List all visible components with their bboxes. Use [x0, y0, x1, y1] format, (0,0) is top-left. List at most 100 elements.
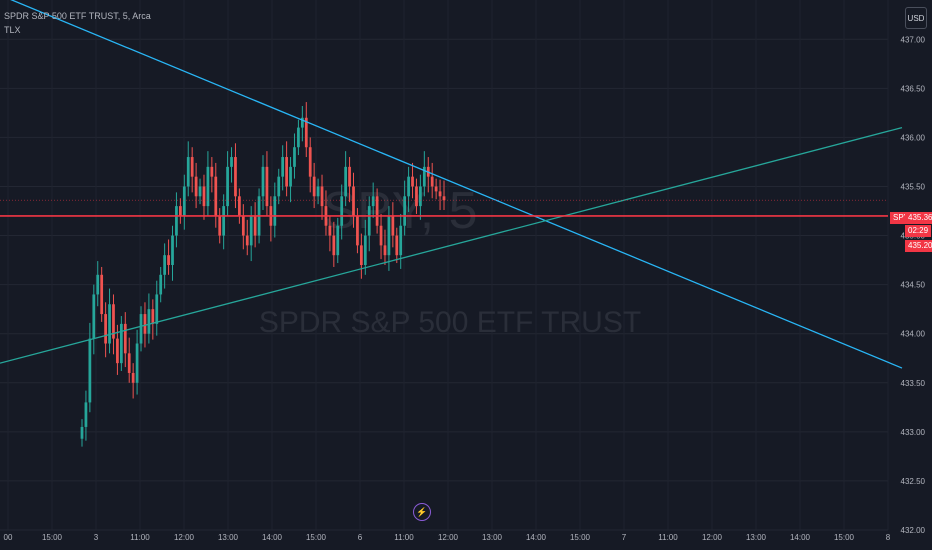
x-tick-label: 8	[886, 533, 891, 542]
candle-body	[356, 215, 359, 246]
candle-body	[253, 215, 257, 236]
candle-body	[198, 186, 202, 197]
price-axis: 437.00436.50436.00435.50435.00434.50434.…	[901, 35, 926, 535]
candle-body	[430, 176, 434, 187]
candle-body	[238, 196, 241, 216]
y-tick-label: 433.50	[901, 379, 926, 388]
symbol-title[interactable]: SPDR S&P 500 ETF TRUST, 5, Arca	[4, 11, 151, 21]
candle-body	[411, 176, 414, 187]
candle-body	[230, 157, 233, 167]
candle-body	[367, 206, 371, 236]
candle-body	[363, 235, 367, 265]
candle-body	[419, 186, 422, 207]
candle-body	[202, 186, 206, 207]
y-tick-label: 432.00	[901, 526, 926, 535]
candle-body	[167, 255, 170, 265]
candle-body	[340, 196, 344, 226]
x-tick-label: 14:00	[790, 533, 811, 542]
candle-body	[371, 196, 375, 207]
candle-body	[104, 314, 107, 344]
candle-body	[407, 176, 410, 197]
candle-body	[422, 166, 426, 187]
y-tick-label: 434.50	[901, 281, 926, 290]
x-tick-label: 11:00	[658, 533, 678, 542]
chart-grid	[0, 38, 888, 531]
candle-body	[375, 196, 379, 226]
candle-body	[151, 309, 155, 324]
candle-body	[348, 166, 351, 187]
candle-body	[119, 323, 123, 364]
x-tick-label: 12:00	[174, 533, 195, 542]
candle-body	[214, 176, 218, 216]
candle-body	[178, 206, 182, 216]
candle-body	[182, 186, 186, 216]
candle-body	[273, 196, 277, 226]
chart-legend: SPDR S&P 500 ETF TRUST, 5, Arca TLX	[4, 9, 151, 37]
candle-body	[84, 402, 88, 427]
x-tick-label: 11:00	[130, 533, 150, 542]
candle-body	[92, 294, 96, 339]
candle-body	[415, 186, 418, 207]
candle-body	[434, 186, 438, 192]
indicator-label[interactable]: TLX	[4, 25, 21, 35]
candle-body	[316, 186, 320, 197]
y-tick-label: 434.00	[901, 330, 926, 339]
candle-body	[100, 274, 104, 315]
countdown-tag: 02:29	[905, 225, 932, 237]
candle-body	[320, 186, 324, 207]
candle-body	[261, 166, 265, 197]
candle-body	[328, 225, 332, 236]
candle-body	[171, 235, 174, 265]
candle-body	[143, 314, 147, 334]
trendline-up	[0, 126, 903, 364]
x-tick-label: 15:00	[306, 533, 327, 542]
candle-body	[265, 166, 269, 207]
candle-body	[155, 294, 159, 324]
candle-body	[135, 343, 139, 383]
candle-body	[139, 314, 143, 344]
candle-body	[190, 157, 194, 177]
candle-body	[245, 235, 249, 246]
candle-body	[438, 191, 442, 197]
x-tick-label: 11:00	[394, 533, 414, 542]
candle-body	[123, 323, 127, 354]
x-tick-label: 15:00	[570, 533, 591, 542]
candle-body	[281, 157, 285, 177]
candle-body	[210, 166, 214, 177]
candle-body	[249, 215, 253, 246]
candle-body	[379, 225, 383, 246]
candle-body	[344, 166, 348, 197]
last-price-tag: 435.36	[905, 212, 932, 224]
candle-body	[442, 196, 446, 201]
candle-body	[222, 206, 226, 236]
currency-button[interactable]: USD	[905, 7, 927, 29]
x-tick-label: 13:00	[218, 533, 239, 542]
candle-body	[399, 225, 403, 256]
x-tick-label: 3	[94, 533, 99, 542]
candle-body	[218, 215, 222, 236]
x-tick-label: 15:00	[834, 533, 855, 542]
flash-icon[interactable]: ⚡	[413, 503, 431, 521]
candle-body	[312, 176, 316, 197]
candle-body	[127, 353, 131, 373]
candle-body	[289, 166, 292, 187]
candle-body	[116, 338, 119, 364]
candle-body	[112, 304, 115, 339]
candle-body	[206, 166, 210, 207]
candle-body	[403, 196, 407, 226]
y-tick-label: 432.50	[901, 477, 926, 486]
candle-body	[359, 245, 363, 265]
candle-body	[277, 176, 281, 197]
candle-body	[234, 157, 237, 197]
candle-body	[159, 274, 163, 295]
watermark-name: SPDR S&P 500 ETF TRUST	[259, 306, 641, 339]
x-tick-label: 14:00	[526, 533, 547, 542]
drawn-lines	[0, 0, 903, 369]
x-tick-label: 00	[4, 533, 13, 542]
candle-body	[300, 117, 304, 128]
y-tick-label: 433.00	[901, 428, 926, 437]
candle-body	[308, 147, 312, 177]
y-tick-label: 436.00	[901, 133, 926, 142]
candle-body	[163, 255, 167, 275]
